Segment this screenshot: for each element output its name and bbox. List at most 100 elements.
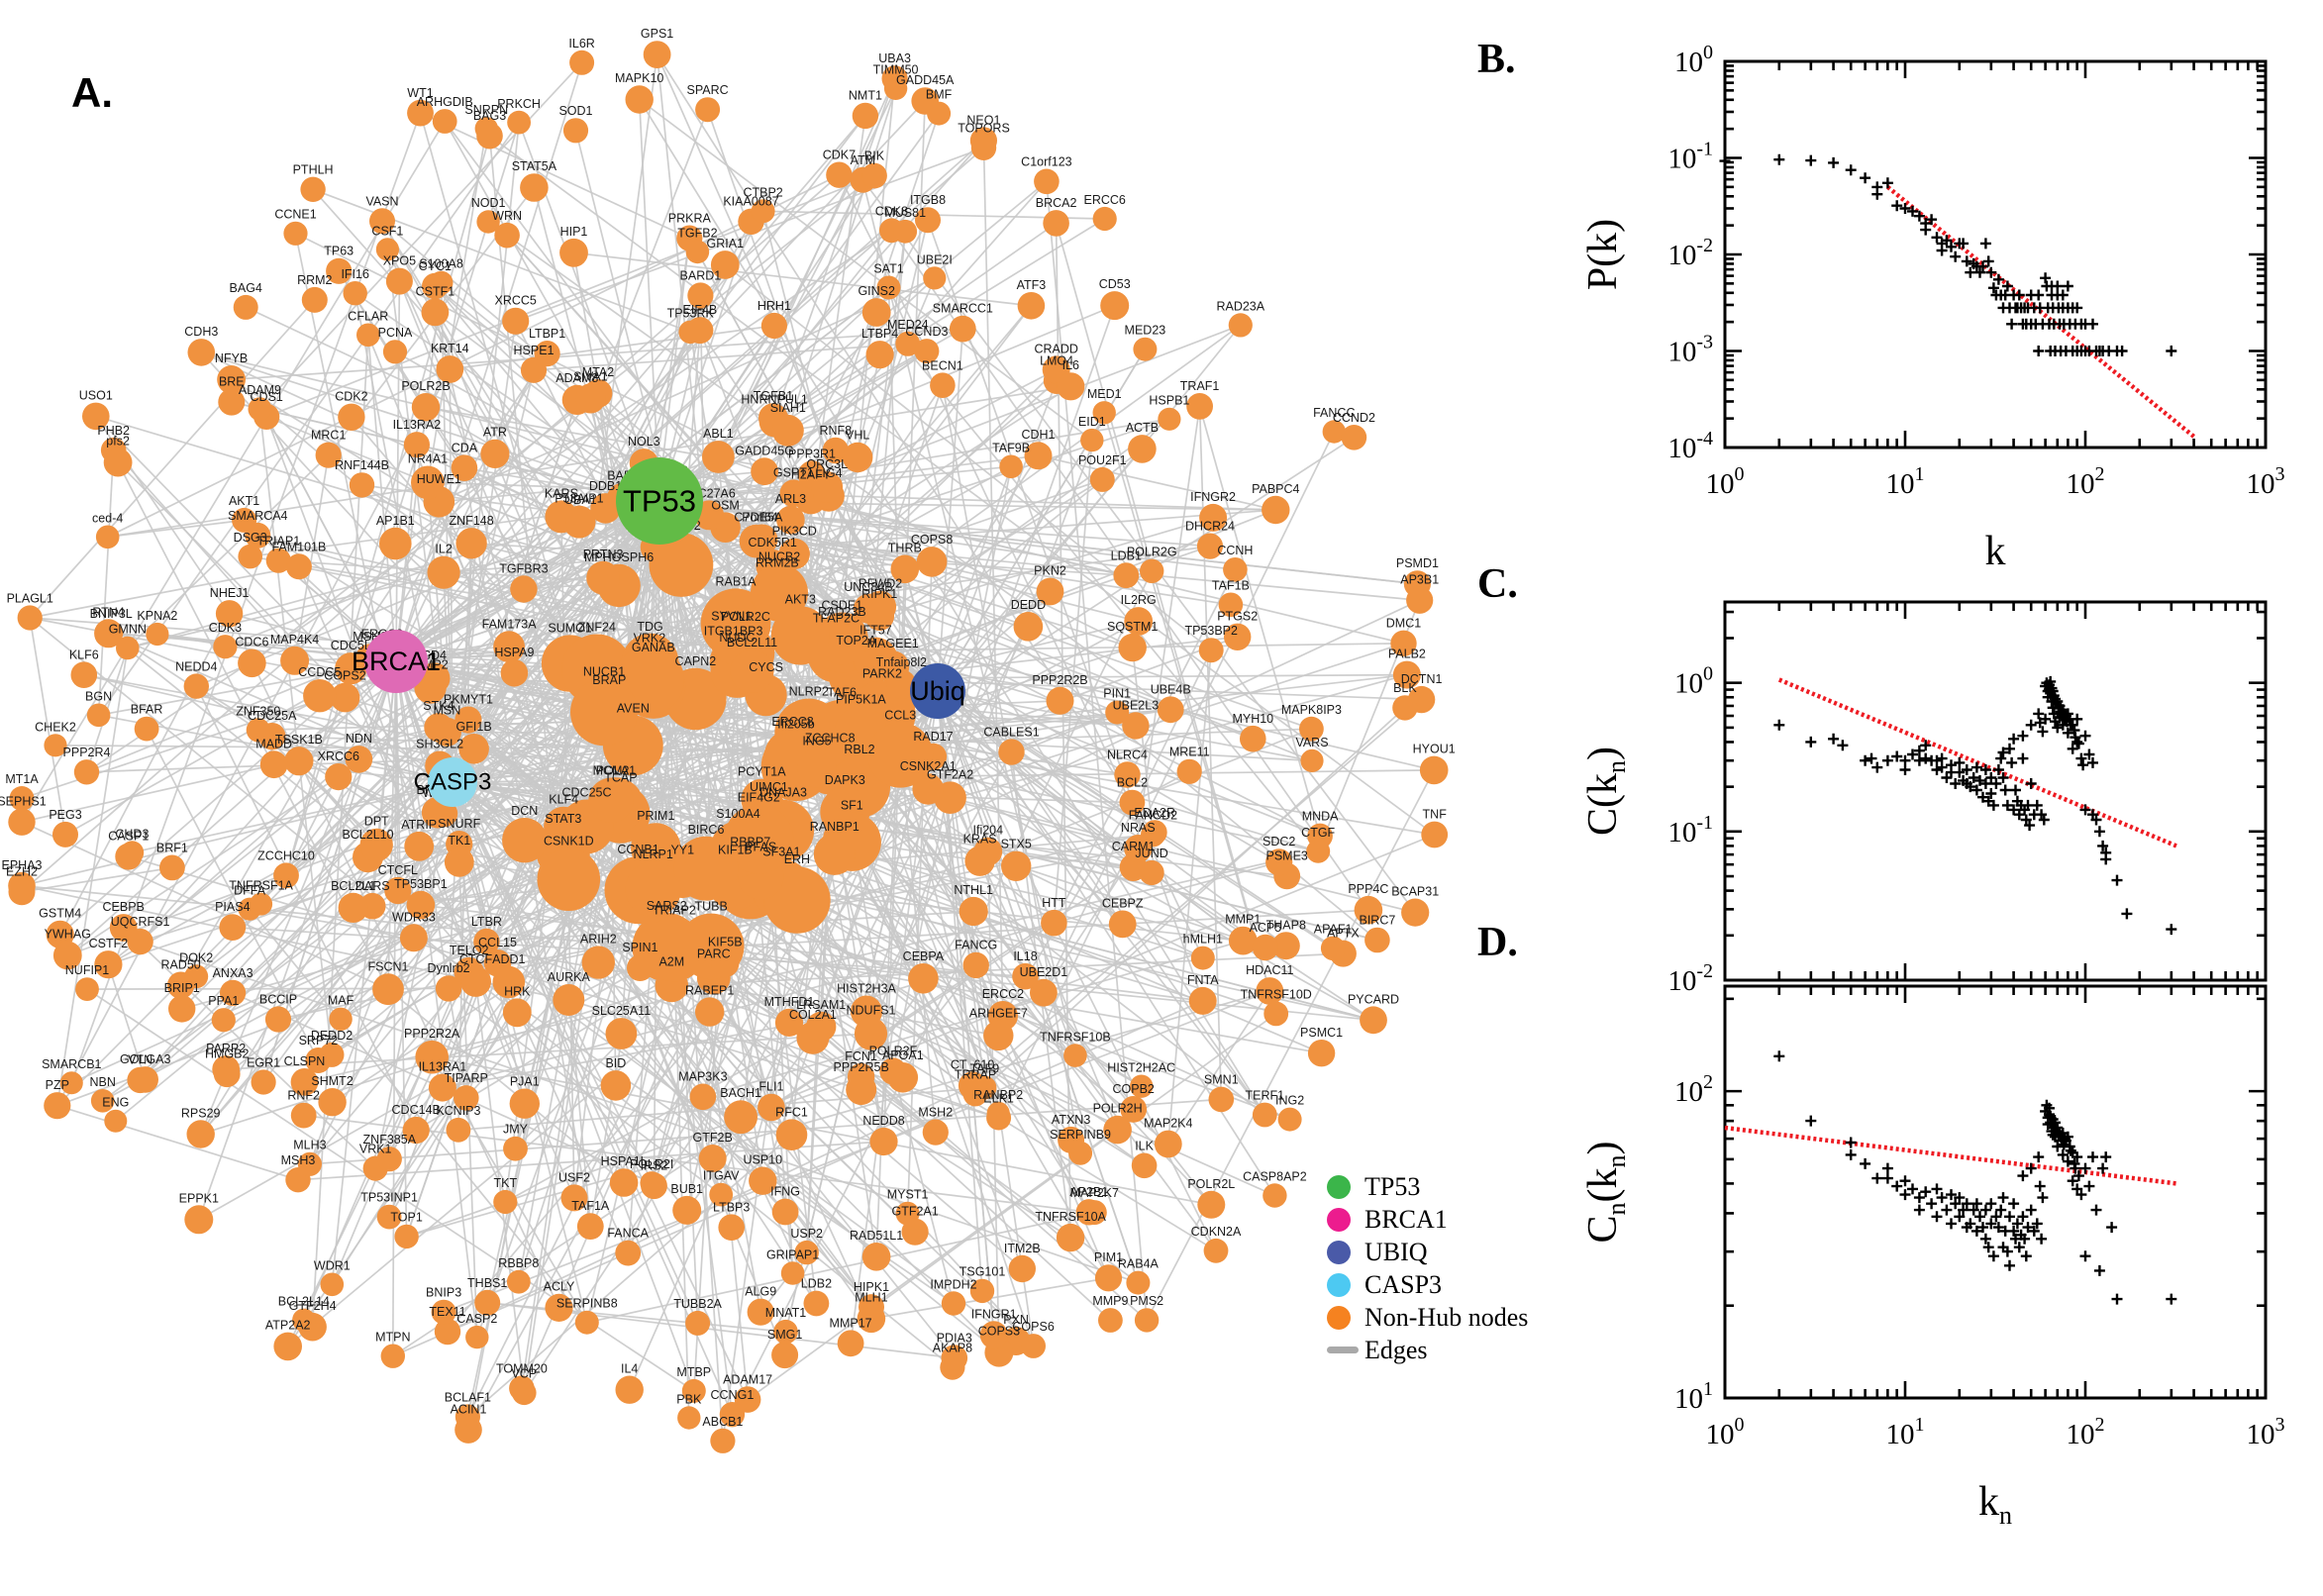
network-node[interactable] bbox=[1092, 206, 1117, 232]
network-node[interactable] bbox=[588, 777, 634, 823]
network-node[interactable] bbox=[537, 848, 601, 911]
network-node[interactable] bbox=[455, 528, 487, 559]
network-node[interactable] bbox=[867, 722, 934, 788]
network-node[interactable] bbox=[59, 1071, 83, 1095]
network-node[interactable] bbox=[1126, 1270, 1151, 1295]
network-node[interactable] bbox=[685, 1310, 711, 1336]
network-node[interactable] bbox=[778, 538, 810, 570]
network-node[interactable] bbox=[318, 1088, 347, 1117]
network-node[interactable] bbox=[1196, 533, 1224, 559]
network-node[interactable] bbox=[771, 1342, 799, 1369]
network-node[interactable] bbox=[771, 414, 804, 447]
network-node[interactable] bbox=[1228, 313, 1253, 338]
network-node[interactable] bbox=[681, 1378, 706, 1403]
network-node[interactable] bbox=[431, 1299, 456, 1325]
network-node[interactable] bbox=[1058, 1126, 1085, 1153]
network-node[interactable] bbox=[376, 1147, 402, 1172]
network-node[interactable] bbox=[382, 340, 408, 364]
network-node[interactable] bbox=[758, 1093, 785, 1122]
network-node[interactable] bbox=[1158, 407, 1181, 431]
network-node[interactable] bbox=[1360, 1006, 1387, 1035]
network-node[interactable] bbox=[432, 717, 461, 747]
network-node[interactable] bbox=[794, 1240, 819, 1265]
network-node[interactable] bbox=[1354, 895, 1383, 925]
network-node[interactable] bbox=[1000, 850, 1032, 881]
network-node[interactable] bbox=[927, 101, 952, 126]
network-node[interactable] bbox=[1057, 372, 1085, 401]
network-node[interactable] bbox=[649, 533, 714, 597]
network-node[interactable] bbox=[581, 946, 615, 979]
network-node[interactable] bbox=[480, 439, 510, 468]
network-node[interactable] bbox=[1176, 758, 1202, 784]
network-node[interactable] bbox=[476, 210, 500, 234]
network-node[interactable] bbox=[1118, 633, 1147, 662]
network-node[interactable] bbox=[958, 1071, 987, 1100]
network-node[interactable] bbox=[826, 161, 853, 188]
network-node[interactable] bbox=[771, 1198, 799, 1226]
network-node[interactable] bbox=[605, 1018, 638, 1049]
network-node[interactable] bbox=[730, 648, 774, 693]
network-node[interactable] bbox=[1080, 428, 1104, 452]
network-node[interactable] bbox=[861, 1243, 891, 1271]
network-node[interactable] bbox=[895, 331, 921, 356]
network-node[interactable] bbox=[1277, 1107, 1302, 1132]
network-node[interactable] bbox=[1218, 592, 1244, 618]
network-node[interactable] bbox=[760, 312, 788, 340]
network-node[interactable] bbox=[520, 173, 549, 202]
network-node[interactable] bbox=[284, 747, 314, 776]
network-node[interactable] bbox=[969, 1278, 995, 1304]
network-node[interactable] bbox=[686, 317, 714, 345]
network-node[interactable] bbox=[399, 924, 428, 952]
network-node[interactable] bbox=[747, 524, 778, 555]
network-node[interactable] bbox=[494, 222, 520, 249]
network-node[interactable] bbox=[1094, 1264, 1123, 1292]
network-node[interactable] bbox=[780, 1261, 805, 1285]
network-node[interactable] bbox=[17, 605, 43, 631]
network-node[interactable] bbox=[273, 1332, 303, 1361]
network-node[interactable] bbox=[248, 397, 272, 421]
network-node[interactable] bbox=[863, 590, 897, 623]
network-node[interactable] bbox=[460, 965, 491, 997]
network-node[interactable] bbox=[1124, 607, 1154, 636]
network-node[interactable] bbox=[1100, 291, 1130, 321]
network-node[interactable] bbox=[609, 1168, 639, 1197]
network-node[interactable] bbox=[215, 600, 244, 628]
network-node[interactable] bbox=[569, 50, 595, 75]
network-node[interactable] bbox=[574, 1310, 599, 1335]
network-node[interactable] bbox=[1128, 435, 1157, 463]
network-node[interactable] bbox=[1041, 909, 1067, 937]
network-node[interactable] bbox=[212, 1055, 241, 1083]
network-node[interactable] bbox=[1030, 978, 1058, 1007]
network-node[interactable] bbox=[411, 465, 445, 500]
network-node[interactable] bbox=[1122, 712, 1150, 740]
network-node[interactable] bbox=[359, 828, 393, 862]
network-node[interactable] bbox=[82, 402, 110, 431]
network-node[interactable] bbox=[887, 1062, 919, 1093]
network-node[interactable] bbox=[702, 441, 735, 473]
network-node[interactable] bbox=[379, 527, 412, 560]
network-node[interactable] bbox=[292, 1308, 316, 1333]
network-node[interactable] bbox=[415, 1040, 450, 1074]
network-node[interactable] bbox=[858, 1294, 884, 1321]
network-node[interactable] bbox=[127, 1066, 153, 1094]
network-node[interactable] bbox=[502, 307, 530, 335]
network-node[interactable] bbox=[1036, 577, 1064, 606]
network-node[interactable] bbox=[1419, 755, 1449, 785]
network-node[interactable] bbox=[1188, 986, 1217, 1015]
network-node[interactable] bbox=[846, 1074, 877, 1106]
network-node[interactable] bbox=[1024, 442, 1053, 470]
network-node[interactable] bbox=[8, 878, 36, 906]
network-node[interactable] bbox=[319, 1042, 345, 1067]
network-node[interactable] bbox=[643, 41, 671, 68]
network-node[interactable] bbox=[385, 267, 413, 295]
network-node[interactable] bbox=[335, 652, 367, 685]
network-node[interactable] bbox=[44, 734, 67, 757]
network-node[interactable] bbox=[718, 1214, 745, 1241]
network-node[interactable] bbox=[1390, 630, 1417, 656]
network-node[interactable] bbox=[962, 951, 989, 979]
network-node[interactable] bbox=[70, 661, 98, 688]
network-node[interactable] bbox=[159, 854, 185, 881]
network-node[interactable] bbox=[565, 507, 596, 538]
network-node[interactable] bbox=[238, 544, 262, 569]
network-node[interactable] bbox=[1198, 638, 1224, 663]
